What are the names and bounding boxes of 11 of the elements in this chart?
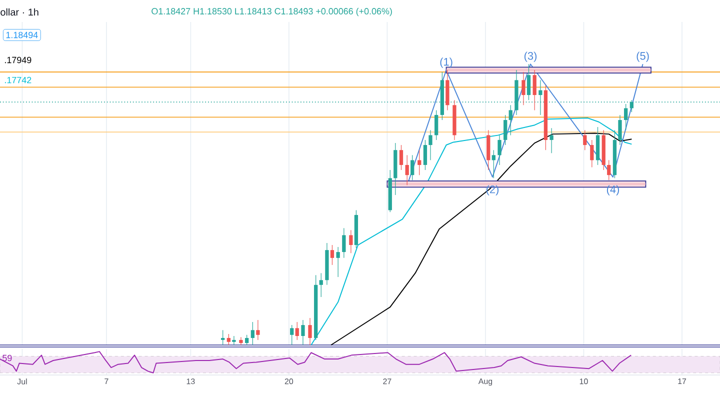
- annotation: (1): [440, 58, 452, 68]
- annotation: (2): [486, 185, 498, 196]
- annotation: .17742: [5, 76, 32, 84]
- text: O1.18427 H1.18530 L1.18413 C1.18493 +0.00066 (+0.06%): [152, 8, 392, 16]
- text: .17949: [5, 56, 32, 64]
- annotation: (4): [606, 185, 619, 196]
- chart-title: ollar · 1h: [0, 8, 38, 16]
- annotation: (3): [524, 52, 537, 62]
- annotation: 59: [2, 354, 12, 362]
- text: 1.18494: [6, 32, 38, 38]
- annotation: (5): [636, 52, 649, 62]
